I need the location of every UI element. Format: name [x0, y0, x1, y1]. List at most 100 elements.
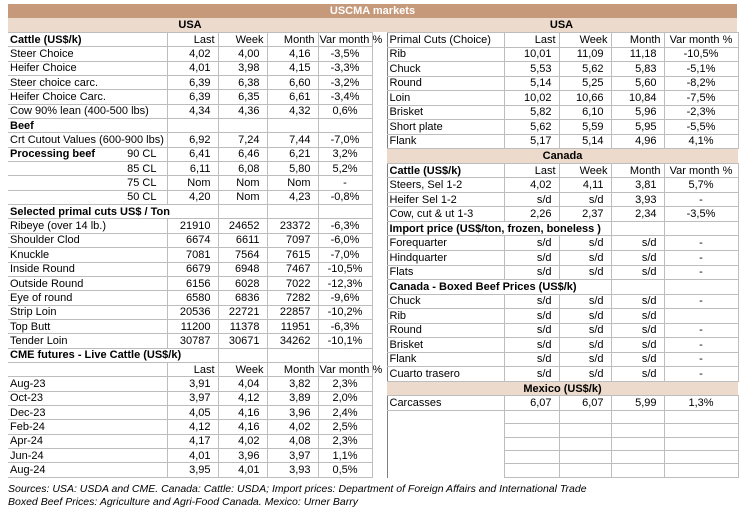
cell-var-month: - — [663, 351, 739, 368]
cell-month: 5,95 — [610, 119, 665, 135]
cell-week: 6948 — [217, 261, 268, 277]
cell-month: 6,21 — [266, 146, 319, 163]
table-row: 50 CL 4,20 Nom 4,23 -0,8% — [8, 189, 373, 206]
table-row: Ribeye (over 14 lb.) 21910 24652 23372 -6,3% — [8, 218, 373, 234]
cell-var-month: -10,1% — [317, 333, 373, 349]
cell-week: s/d — [558, 351, 612, 368]
row-label: Round — [386, 75, 505, 92]
table-row: Rib 10,01 11,09 11,18 -10,5% — [386, 46, 739, 63]
cell-var-month: -3,2% — [317, 75, 373, 91]
cell-var-month: -6,0% — [317, 232, 373, 249]
cell-last: 5,62 — [503, 119, 560, 135]
cell-last: 6674 — [166, 232, 219, 249]
cell-month: 7097 — [266, 232, 319, 249]
cell-var-month — [663, 279, 739, 295]
table-row: Rib s/d s/d s/d — [386, 308, 739, 324]
row-label: Loin — [386, 90, 505, 106]
cell-var-month — [663, 220, 739, 237]
cell-month: 4,96 — [610, 133, 665, 150]
cell-month: s/d — [610, 337, 665, 353]
cell-week: s/d — [558, 308, 612, 324]
table-row: Crt Cutout Values (600-900 lbs) 6,92 7,24 7… — [8, 132, 373, 148]
cell-week: 11378 — [217, 318, 268, 335]
cell-month: 7282 — [266, 290, 319, 306]
row-label — [386, 450, 504, 464]
cell-month — [610, 279, 665, 295]
cell-last: 4,20 — [166, 189, 219, 206]
row-label: Crt Cutout Values (600-900 lbs) — [8, 132, 168, 148]
col-header-month: Month — [610, 32, 665, 48]
row-sub-label: 50 CL — [127, 191, 157, 204]
row-label: Hindquarter — [386, 249, 505, 266]
cell-last: 3,97 — [166, 390, 219, 406]
row-label: Jun-24 — [8, 447, 168, 464]
region-band-gap — [372, 18, 386, 32]
cell-var-month: - — [663, 366, 739, 382]
row-label: Top Butt — [8, 318, 168, 335]
cell-week: 4,04 — [217, 376, 268, 392]
row-label: Rib — [386, 308, 505, 324]
table-row — [386, 450, 739, 465]
cell-week: 6,08 — [217, 161, 268, 177]
cell-last: 6,11 — [166, 161, 219, 177]
tables-row: Cattle (US$/k) Last Week Month Var month % St… — [8, 31, 739, 478]
cell-week: 6028 — [217, 275, 268, 292]
table-row: Canada - Boxed Beef Prices (US$/k) — [386, 279, 739, 295]
cell-week: 5,14 — [558, 133, 612, 150]
cell-month: s/d — [610, 249, 665, 266]
cell-last: 4,12 — [166, 419, 219, 435]
section-header: Import price (US$/ton, frozen, boneless … — [386, 220, 612, 237]
cell-month: 4,15 — [266, 60, 319, 77]
cell-var-month: - — [663, 249, 739, 266]
cell-week: 6,35 — [217, 89, 268, 105]
cell-month: 34262 — [266, 333, 319, 349]
cell-last: 5,53 — [503, 61, 560, 77]
cell-week — [558, 423, 612, 438]
table-row: Steer choice carc. 6,39 6,38 6,60 -3,2% — [8, 75, 373, 91]
cell-week: 5,25 — [558, 75, 612, 92]
row-label: Ribeye (over 14 lb.) — [8, 218, 168, 234]
region-band: Canada — [387, 148, 738, 164]
row-label: Heifer Choice Carc. — [8, 89, 168, 105]
cell-last — [503, 409, 560, 425]
cell-last: 6,07 — [503, 395, 560, 411]
table-row: Flank 5,17 5,14 4,96 4,1% — [386, 133, 739, 150]
cell-week — [558, 436, 612, 452]
table-row: Beef — [8, 118, 373, 134]
col-header-last: Last — [166, 361, 219, 378]
cell-month: 5,99 — [610, 395, 665, 411]
table-row: Steers, Sel 1-2 4,02 4,11 3,81 5,7% — [386, 177, 739, 193]
cell-var-month — [317, 347, 373, 363]
cell-month: 22857 — [266, 304, 319, 320]
cell-last: 3,91 — [166, 376, 219, 392]
cell-month — [266, 204, 319, 220]
cell-month — [266, 347, 319, 363]
table-row: Heifer Choice 4,01 3,98 4,15 -3,3% — [8, 60, 373, 77]
sources-footer: Sources: USA: USDA and CME. Canada: Catt… — [8, 483, 737, 509]
row-label: 50 CL — [8, 189, 168, 206]
cell-week: 4,00 — [217, 46, 268, 62]
cell-var-month: 2,4% — [317, 404, 373, 421]
row-label: Eye of round — [8, 290, 168, 306]
cell-last: 11200 — [166, 318, 219, 335]
row-label: Flats — [386, 264, 505, 281]
cell-var-month — [663, 409, 739, 425]
col-header-last: Last — [503, 162, 560, 179]
table-row: Processing beef 90 CL 6,41 6,46 6,21 3,2% — [8, 146, 373, 163]
cell-var-month — [663, 436, 739, 452]
row-label — [386, 410, 504, 424]
cell-last: 4,02 — [503, 177, 560, 193]
table-row: Apr-24 4,17 4,02 4,08 2,3% — [8, 433, 373, 449]
region-band-row: USA USA — [8, 18, 737, 32]
cell-var-month — [317, 118, 373, 134]
cell-var-month: -7,0% — [317, 247, 373, 263]
cell-last: 6679 — [166, 261, 219, 277]
cell-month: 3,93 — [610, 191, 665, 208]
cell-last: 4,05 — [166, 404, 219, 421]
cell-last: s/d — [503, 322, 560, 339]
col-header-week: Week — [217, 361, 268, 378]
cell-month: 4,16 — [266, 46, 319, 62]
cell-week: 7,24 — [217, 132, 268, 148]
cell-week: 10,66 — [558, 90, 612, 106]
row-label: 75 CL — [8, 175, 168, 191]
